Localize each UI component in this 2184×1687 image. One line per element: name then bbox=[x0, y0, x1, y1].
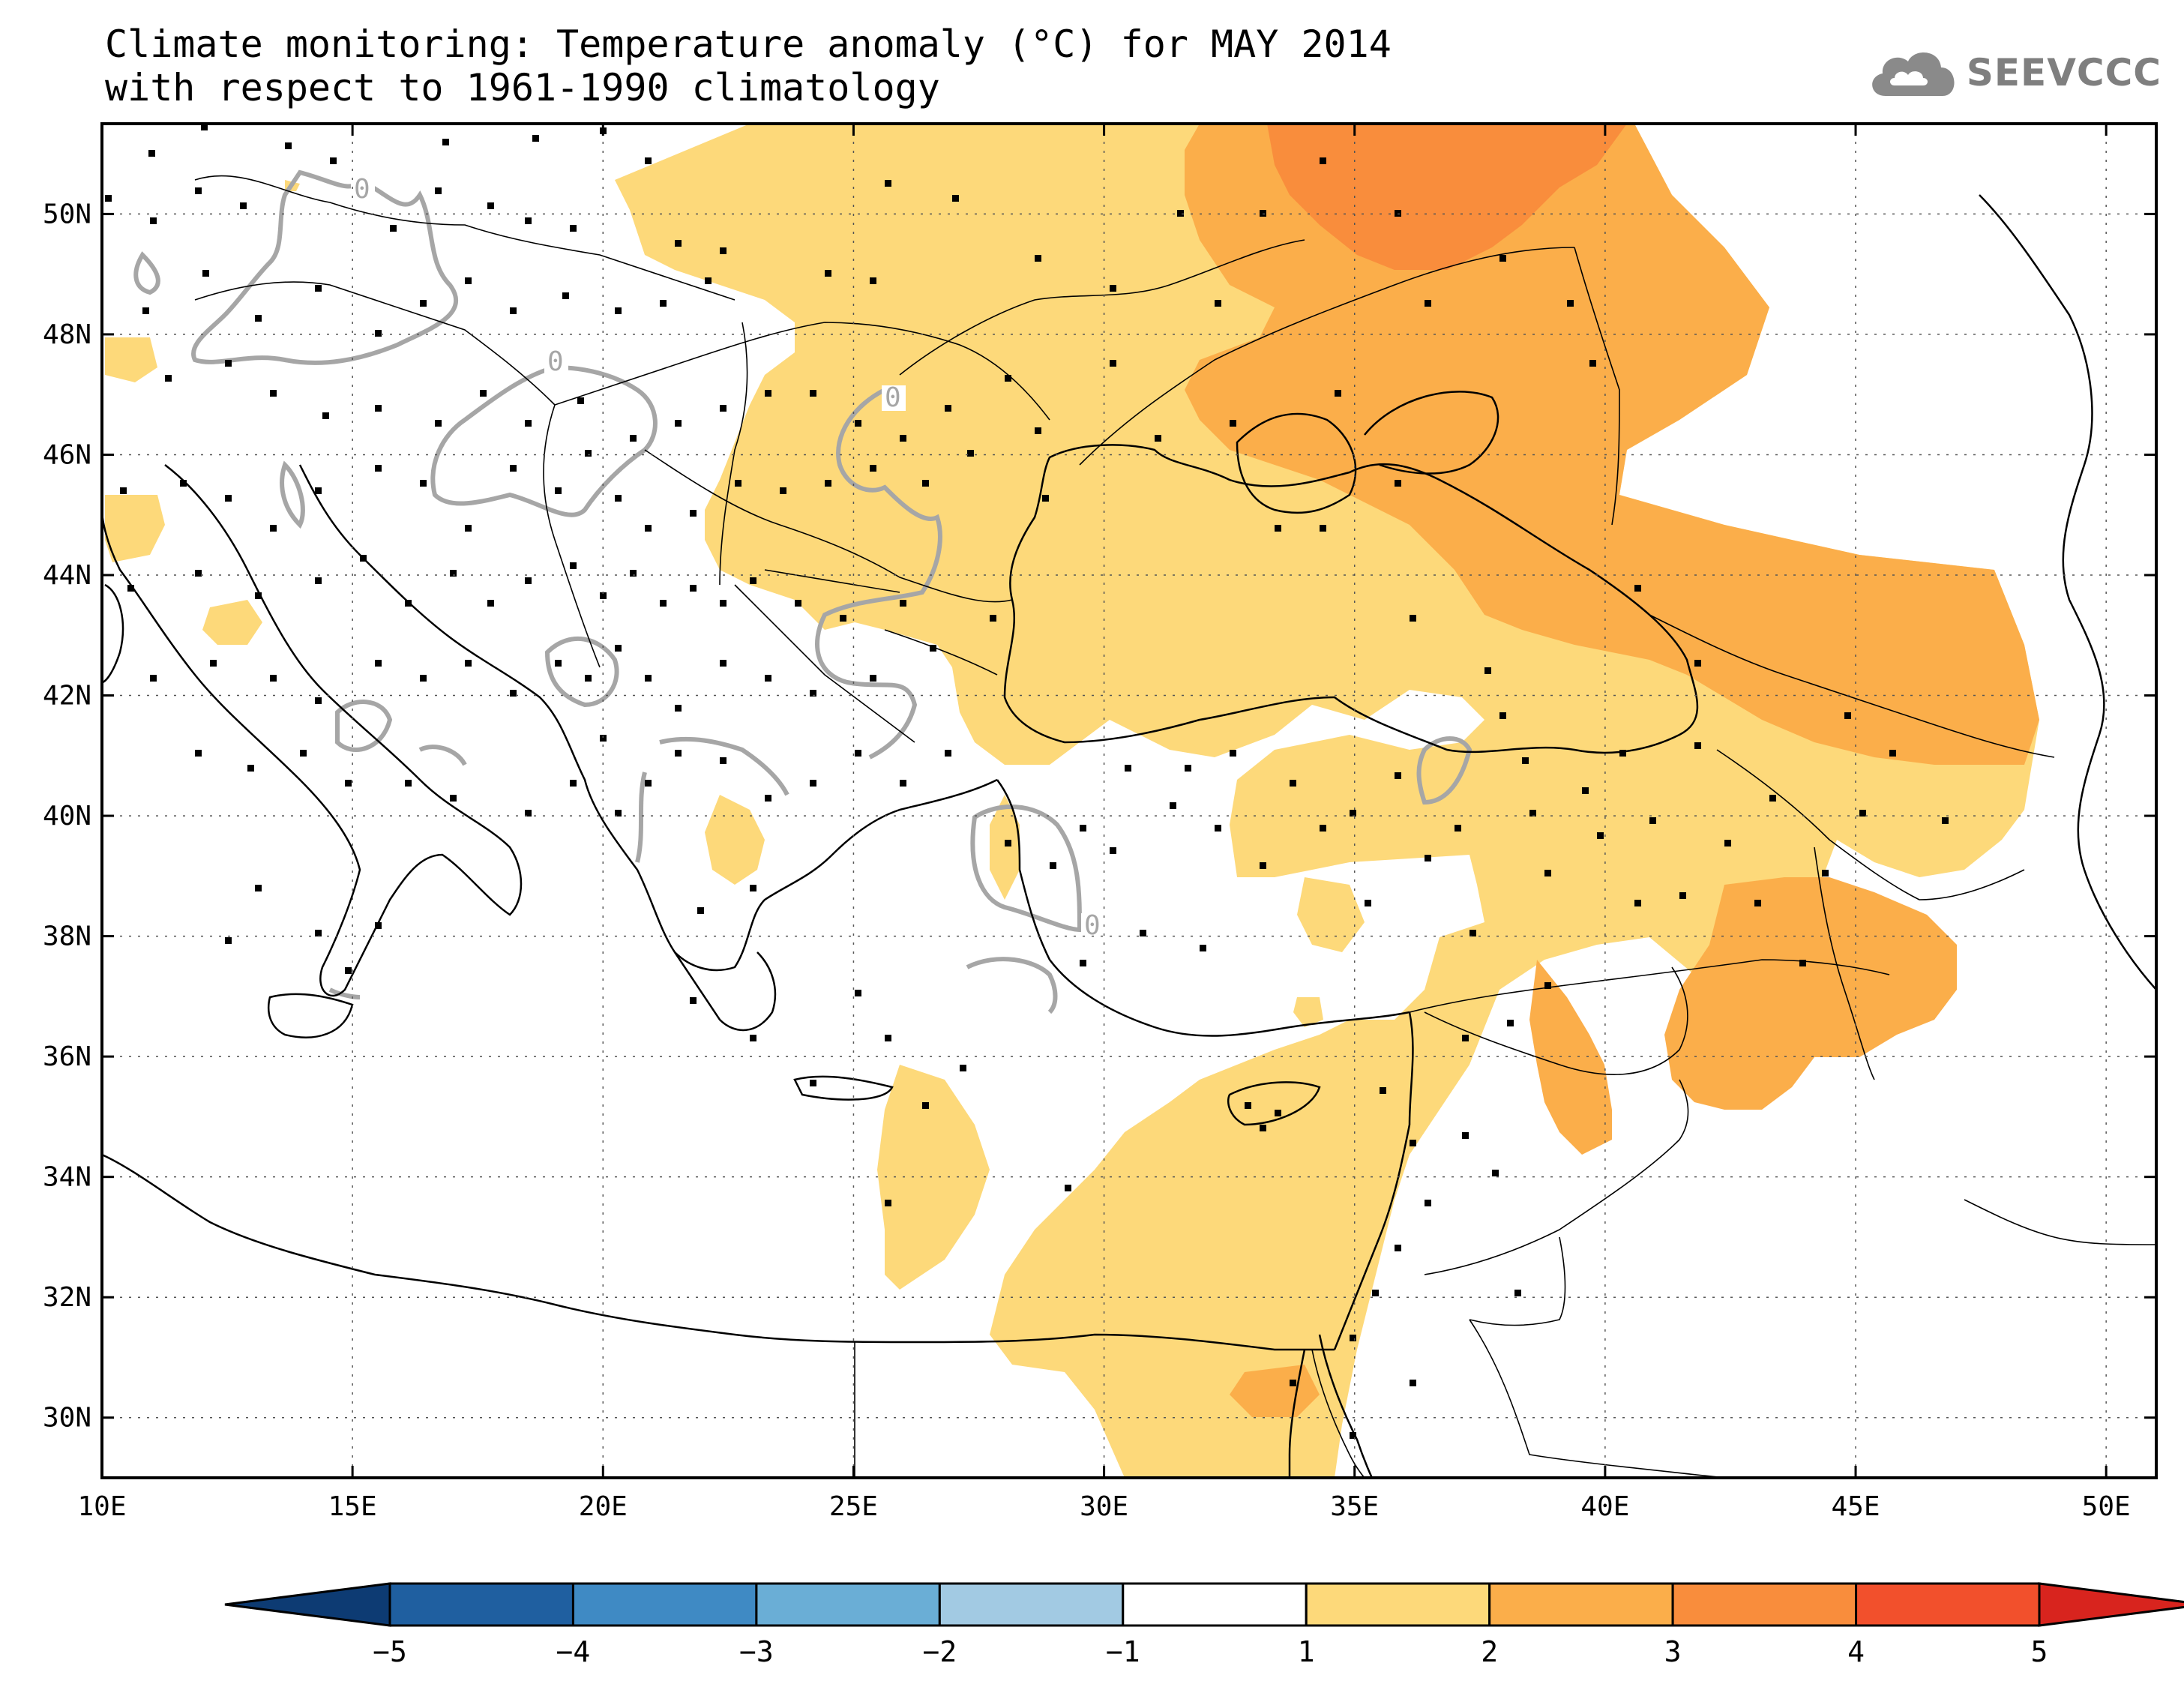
colorbar-label: −5 bbox=[373, 1635, 407, 1668]
colorbar-label: 2 bbox=[1481, 1635, 1498, 1668]
colorbar-bin bbox=[1855, 1582, 2041, 1627]
map-title: Climate monitoring: Temperature anomaly … bbox=[105, 22, 1392, 109]
lon-tick-label: 50E bbox=[2082, 1491, 2131, 1522]
colorbar-label: −1 bbox=[1106, 1635, 1140, 1668]
lat-tick-label: 32N bbox=[43, 1282, 91, 1313]
anomaly-shading-3-to-4 bbox=[1267, 124, 1627, 270]
turkey-south-coast bbox=[996, 779, 1410, 1037]
lat-tick-label: 38N bbox=[43, 921, 91, 952]
longitude-axis: 10E 15E 20E 25E 30E 35E 40E 45E 50E bbox=[77, 124, 2131, 1522]
logo-text: SEEVCCC bbox=[1966, 51, 2162, 94]
levant-coast bbox=[1333, 1011, 1414, 1350]
lon-tick-label: 25E bbox=[829, 1491, 878, 1522]
lon-tick-label: 15E bbox=[328, 1491, 377, 1522]
lon-tick-label: 10E bbox=[77, 1491, 126, 1522]
cloud-icon bbox=[1872, 52, 1955, 96]
lat-tick-label: 34N bbox=[43, 1162, 91, 1193]
adriatic-east-coast bbox=[298, 464, 998, 972]
colorbar-label: 1 bbox=[1298, 1635, 1315, 1668]
lon-tick-label: 35E bbox=[1330, 1491, 1379, 1522]
lon-tick-label: 40E bbox=[1580, 1491, 1629, 1522]
greece-peloponnese bbox=[673, 951, 777, 1032]
graticule bbox=[102, 124, 2156, 1478]
contour-labels: 0 0 0 0 bbox=[351, 174, 1105, 941]
lat-tick-label: 44N bbox=[43, 560, 91, 591]
title-line-1: Climate monitoring: Temperature anomaly … bbox=[105, 22, 1392, 66]
colorbar-bin bbox=[755, 1582, 941, 1627]
map-frame bbox=[100, 122, 2158, 1479]
seevccc-logo: SEEVCCC bbox=[1865, 43, 2162, 102]
lon-tick-label: 45E bbox=[1832, 1491, 1880, 1522]
anomaly-shading-1-to-2 bbox=[105, 124, 2039, 1478]
sardinia-corsica bbox=[102, 583, 124, 684]
lat-tick-label: 50N bbox=[43, 199, 91, 229]
latitude-axis: 30N 32N 34N 36N 38N 40N 42N 44N 46N 48N 50N bbox=[43, 199, 2156, 1434]
contour-label-0: 0 bbox=[354, 174, 370, 205]
colorbar-max-arrow bbox=[2038, 1582, 2184, 1627]
colorbar-label: 4 bbox=[1847, 1635, 1865, 1668]
caspian-coast bbox=[1979, 194, 2156, 990]
lat-tick-label: 42N bbox=[43, 681, 91, 712]
contour-label-0: 0 bbox=[1084, 910, 1101, 941]
title-line-2: with respect to 1961-1990 climatology bbox=[105, 66, 940, 109]
colorbar-label: −3 bbox=[739, 1635, 774, 1668]
crete bbox=[793, 1075, 894, 1101]
colorbar-bin bbox=[938, 1582, 1125, 1627]
colorbar-bin bbox=[571, 1582, 758, 1627]
colorbar-min-arrow bbox=[224, 1582, 391, 1627]
colorbar-label: 5 bbox=[2031, 1635, 2048, 1668]
anomaly-field: 0 0 0 0 bbox=[102, 124, 2156, 1478]
lat-tick-label: 36N bbox=[43, 1041, 91, 1072]
lat-tick-label: 40N bbox=[43, 801, 91, 832]
zero-contours bbox=[133, 169, 1472, 1014]
colorbar-bin bbox=[1122, 1582, 1308, 1627]
lon-tick-label: 20E bbox=[579, 1491, 628, 1522]
colorbar-bin bbox=[388, 1582, 574, 1627]
contour-label-0: 0 bbox=[885, 382, 901, 413]
black-sea-coast bbox=[1003, 444, 1699, 754]
colorbar-bin bbox=[1671, 1582, 1858, 1627]
lat-tick-label: 46N bbox=[43, 439, 91, 470]
colorbar-label: −4 bbox=[556, 1635, 591, 1668]
contour-label-0: 0 bbox=[547, 346, 564, 377]
station-markers bbox=[105, 124, 1949, 1439]
country-borders bbox=[194, 175, 2156, 1478]
colorbar-label: −2 bbox=[922, 1635, 957, 1668]
colorbar: −5 −4 −3 −2 −1 1 2 3 4 5 bbox=[224, 1582, 2184, 1668]
colorbar-label: 3 bbox=[1664, 1635, 1682, 1668]
italy-coast bbox=[102, 464, 523, 997]
lon-tick-label: 30E bbox=[1080, 1491, 1128, 1522]
lat-tick-label: 48N bbox=[43, 319, 91, 350]
colorbar-bin bbox=[1305, 1582, 1491, 1627]
colorbar-bin bbox=[1488, 1582, 1674, 1627]
sicily bbox=[267, 993, 354, 1038]
lat-tick-label: 30N bbox=[43, 1403, 91, 1434]
north-africa-coast bbox=[102, 1153, 1335, 1351]
cyprus bbox=[1227, 1081, 1321, 1126]
coastlines bbox=[102, 194, 2156, 1478]
